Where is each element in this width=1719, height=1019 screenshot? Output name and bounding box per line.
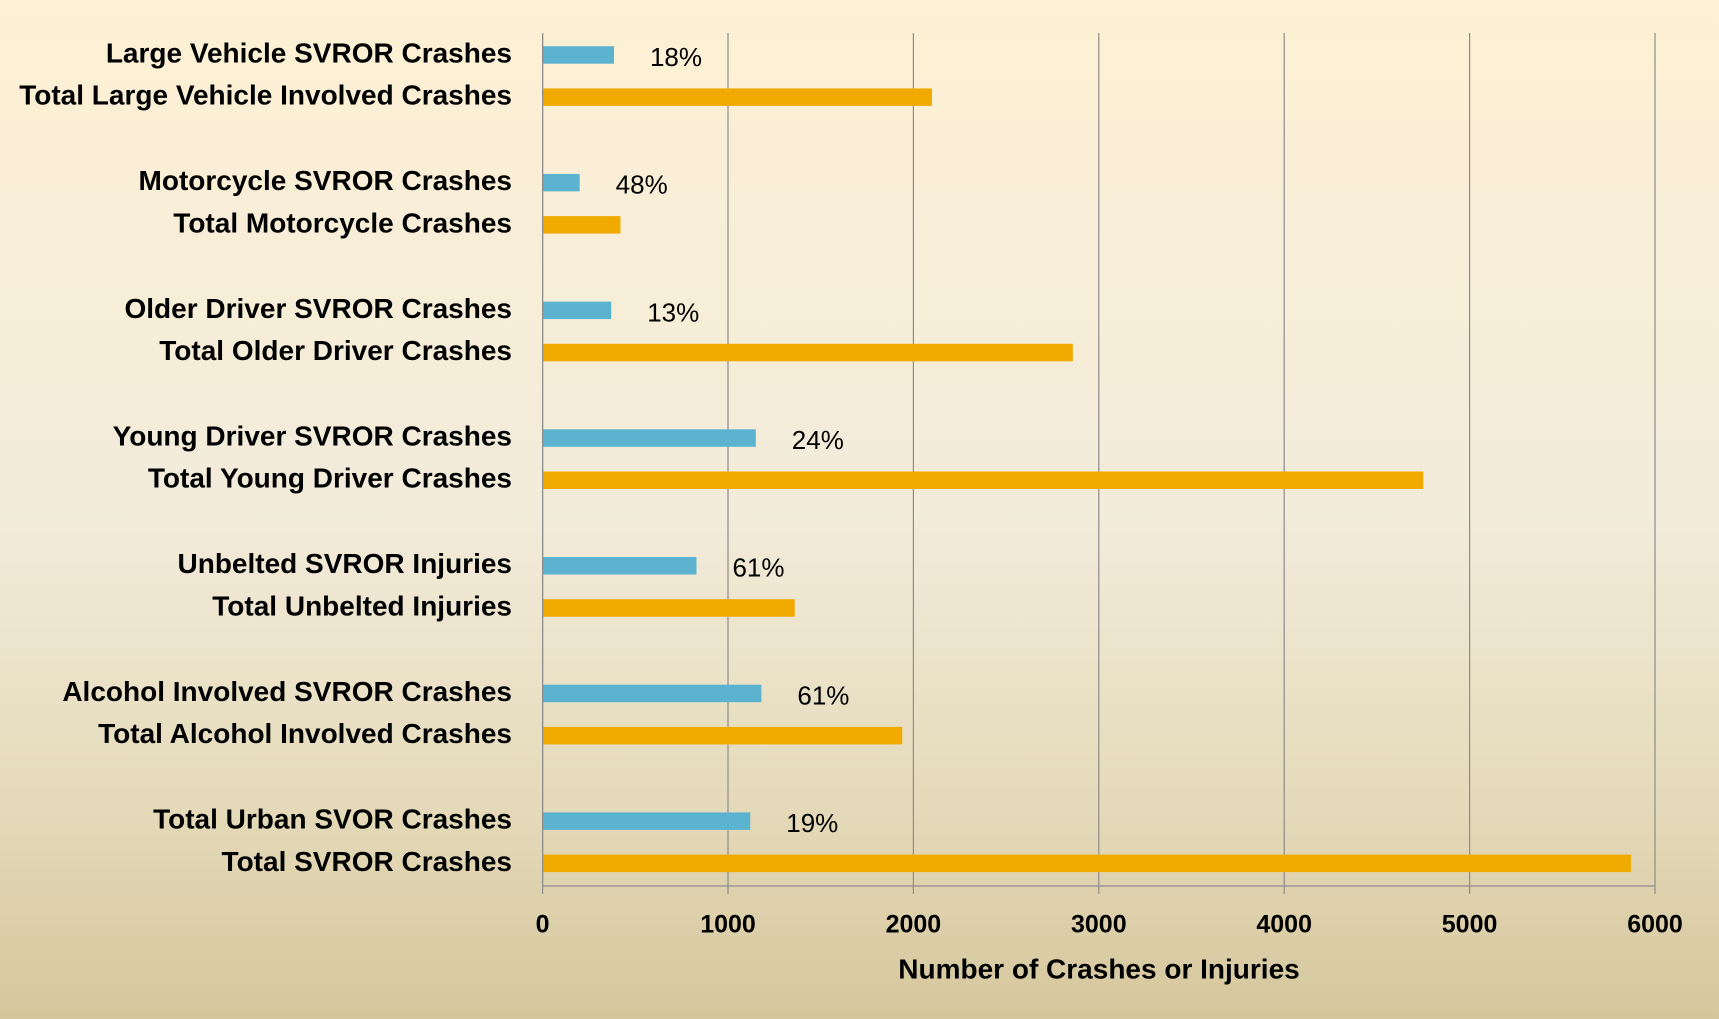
y-tick-label: Alcohol Involved SVROR Crashes <box>62 676 512 707</box>
bar <box>542 88 932 106</box>
x-tick-label: 0 <box>536 911 550 939</box>
annotation: 18% <box>650 42 702 72</box>
y-tick-label: Young Driver SVROR Crashes <box>113 420 512 451</box>
bar <box>542 812 751 830</box>
y-tick-label: Large Vehicle SVROR Crashes <box>106 37 512 68</box>
x-tick-label: 5000 <box>1442 911 1498 939</box>
y-tick-label: Total Older Driver Crashes <box>159 335 512 366</box>
y-tick-label: Total SVROR Crashes <box>222 846 512 877</box>
bar <box>542 46 614 64</box>
annotation: 24% <box>792 425 844 455</box>
bar <box>542 471 1424 489</box>
y-tick-label: Older Driver SVROR Crashes <box>125 293 513 324</box>
annotation: 61% <box>732 553 784 583</box>
y-tick-label: Unbelted SVROR Injuries <box>178 548 513 579</box>
y-tick-label: Total Unbelted Injuries <box>212 590 512 621</box>
y-tick-label: Total Alcohol Involved Crashes <box>98 718 512 749</box>
bar <box>542 216 621 234</box>
bar <box>542 726 903 745</box>
y-tick-label: Total Young Driver Crashes <box>148 463 512 494</box>
bar <box>542 684 762 703</box>
annotation: 48% <box>616 170 668 200</box>
bar <box>542 343 1073 362</box>
bar <box>542 301 612 320</box>
y-tick-label: Total Large Vehicle Involved Crashes <box>19 80 512 111</box>
x-tick-label: 2000 <box>886 911 942 939</box>
y-tick-label: Total Urban SVOR Crashes <box>153 804 512 835</box>
bar <box>542 557 697 575</box>
x-tick-label: 1000 <box>700 911 756 939</box>
x-tick-label: 6000 <box>1627 911 1683 939</box>
y-tick-label: Motorcycle SVROR Crashes <box>139 165 512 196</box>
annotation: 13% <box>647 297 699 327</box>
annotation: 19% <box>786 808 838 838</box>
annotation: 61% <box>797 680 849 710</box>
bar <box>542 173 580 192</box>
bar <box>542 429 756 447</box>
y-tick-label: Total Motorcycle Crashes <box>173 207 512 238</box>
x-tick-label: 4000 <box>1256 911 1312 939</box>
x-tick-label: 3000 <box>1071 911 1127 939</box>
bar <box>542 599 795 617</box>
bar <box>542 854 1631 873</box>
x-axis-title: Number of Crashes or Injuries <box>898 953 1299 984</box>
